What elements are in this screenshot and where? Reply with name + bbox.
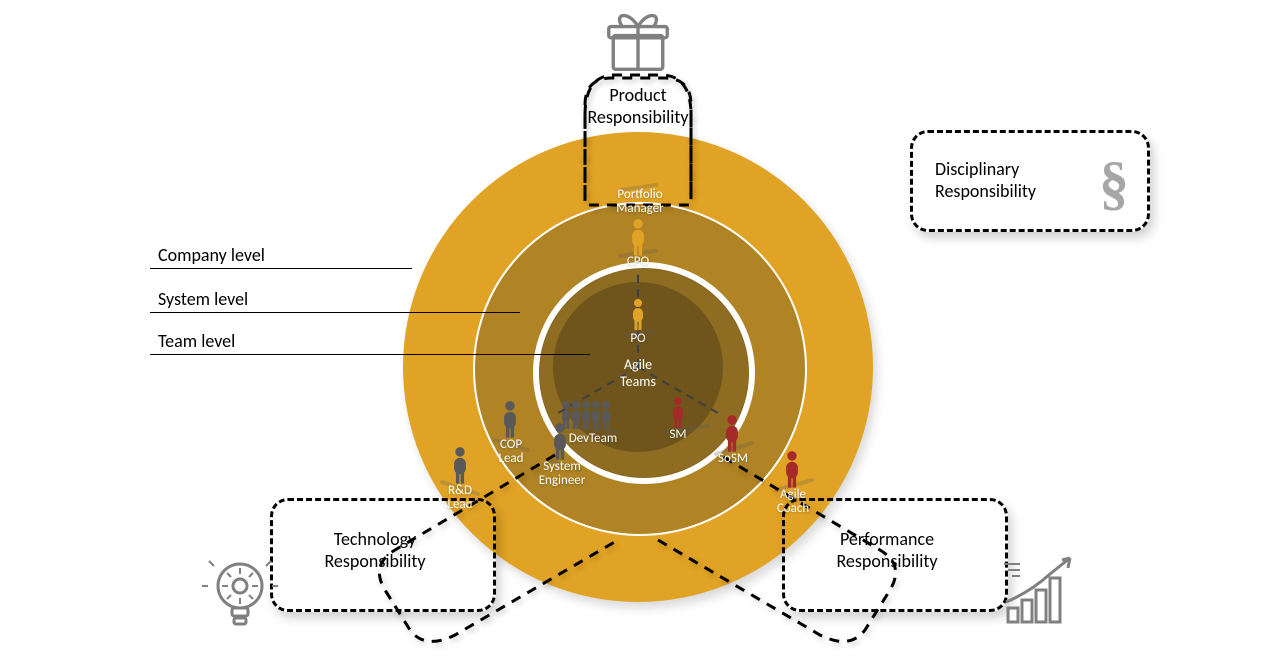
performance-responsibility-box [782,498,1008,612]
system-engineer-label: System Engineer [532,460,592,489]
devteam-label: DevTeam [563,432,623,446]
team-level-label: Team level [158,330,235,352]
sm-label: SM [660,428,696,442]
paragraph-icon: § [1099,147,1129,219]
cpo-icon [626,218,650,258]
cop-lead-icon [498,400,522,440]
cpo-label: CPO [618,255,658,269]
portfolio-manager-label: Portfolio Manager [605,188,675,217]
portfolio-manager-icon [626,148,650,188]
disciplinary-responsibility-label: Disciplinary Responsibility [935,159,1036,202]
lightbulb-gear-icon [200,552,280,637]
growth-chart-icon [1000,552,1080,637]
company-level-line [150,268,412,269]
system-level-label: System level [158,288,248,310]
team-level-line [150,354,590,355]
sosm-icon [720,414,744,454]
rd-lead-icon [448,446,472,486]
product-responsibility-label: Product Responsibility [585,84,691,128]
sosm-label: SoSM [710,452,756,466]
po-label: PO [622,332,654,346]
company-level-label: Company level [158,244,265,266]
disciplinary-responsibility-box: Disciplinary Responsibility § [910,130,1150,232]
cop-lead-label: COP Lead [490,438,532,467]
agile-teams-label: Agile Teams [608,356,668,390]
gift-icon [602,4,674,81]
agile-coach-icon [780,450,804,490]
po-icon [628,298,648,332]
sm-icon [668,396,688,430]
technology-responsibility-box [270,498,496,612]
system-engineer-icon [548,422,572,462]
system-level-line [150,312,520,313]
